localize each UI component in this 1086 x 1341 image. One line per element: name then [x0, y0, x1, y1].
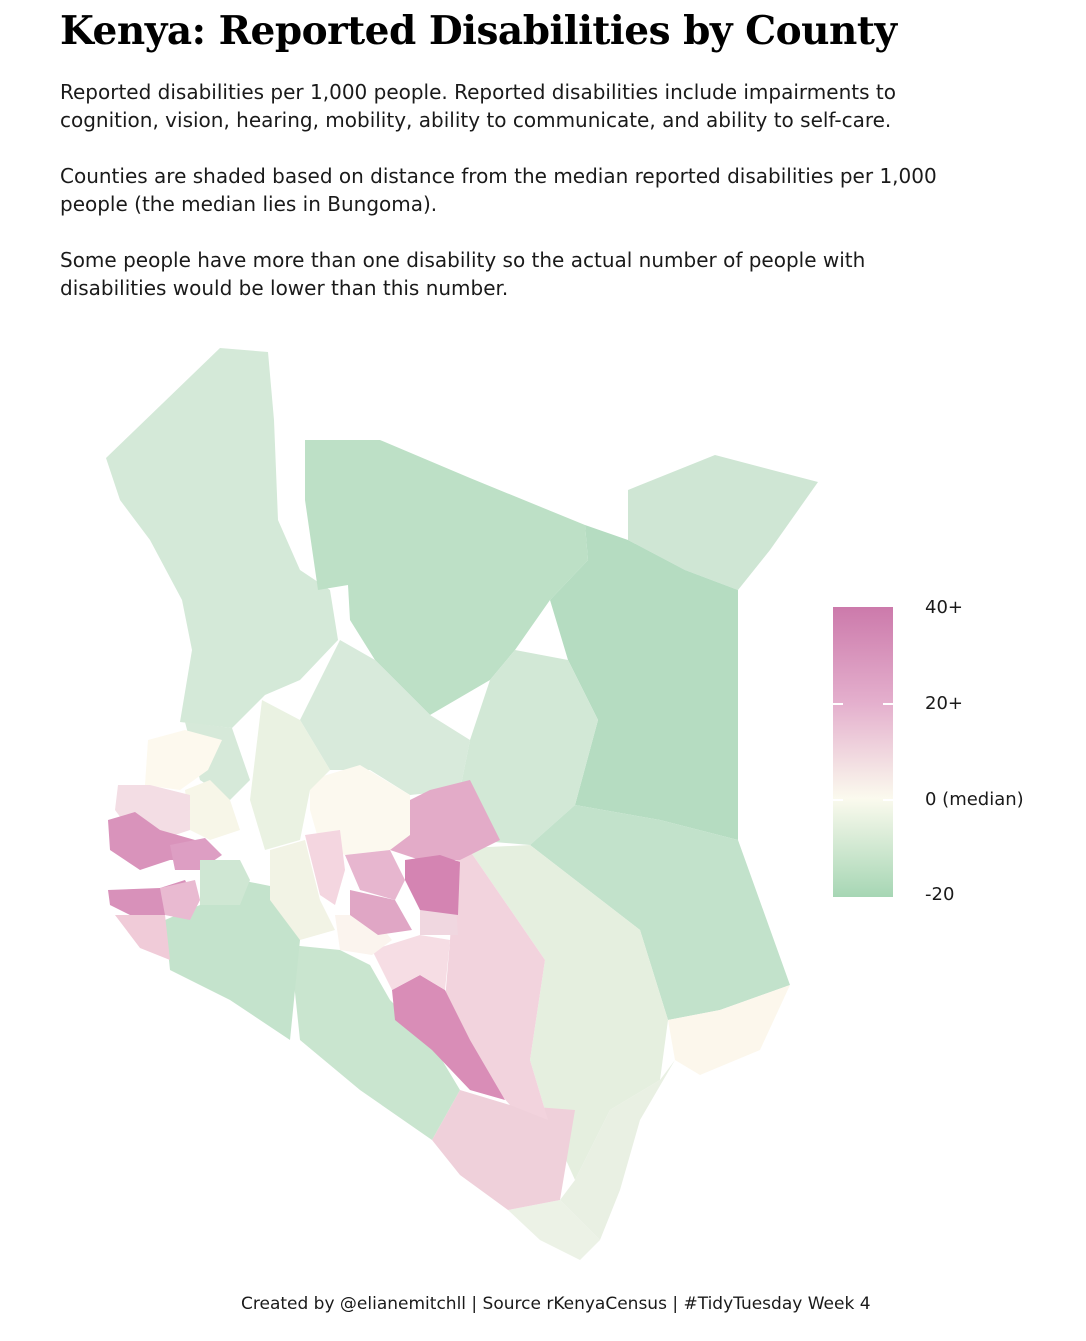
county-marsabit: [305, 440, 588, 715]
map-title: Kenya: Reported Disabilities by County: [60, 8, 897, 54]
county-kajiado: [290, 945, 460, 1140]
color-legend-bar: [833, 607, 893, 897]
description-paragraph-3: Some people have more than one disabilit…: [60, 248, 866, 300]
county-meru: [390, 780, 500, 860]
county-muranga: [350, 890, 412, 935]
county-kwale: [508, 1200, 600, 1260]
county-lamu: [668, 985, 790, 1075]
county-trans-nzoia: [145, 730, 222, 790]
county-taita-taveta: [432, 1090, 575, 1210]
legend-label-median: 0 (median): [925, 789, 1024, 810]
county-nyeri: [345, 850, 405, 900]
legend-tick-left-0: [833, 799, 843, 801]
county-nakuru: [270, 840, 335, 940]
county-nyandarua: [305, 830, 345, 905]
legend-label-minus-20: -20: [925, 884, 955, 905]
county-uasin-gishu: [185, 780, 240, 840]
county-samburu: [300, 640, 470, 795]
county-migori: [115, 915, 170, 960]
county-kilifi: [560, 1060, 675, 1240]
county-wajir: [550, 525, 738, 840]
lake-victoria: [100, 870, 190, 888]
legend-tick-right-20: [883, 703, 893, 705]
county-mandera: [628, 455, 818, 590]
county-tharaka-nithi: [405, 855, 460, 915]
kenya-county-map: [100, 348, 818, 1260]
county-narok: [165, 880, 300, 1040]
legend-label-20: 20+: [925, 693, 963, 714]
county-tana-river: [468, 845, 668, 1180]
county-kericho: [200, 860, 250, 905]
county-makueni: [392, 975, 505, 1100]
legend-label-40: 40+: [925, 597, 963, 618]
legend-tick-left-20: [833, 703, 843, 705]
county-turkana: [106, 348, 338, 728]
source-caption: Created by @elianemitchll | Source rKeny…: [241, 1294, 871, 1314]
description-paragraph-1: Reported disabilities per 1,000 people. …: [60, 80, 896, 132]
county-garissa: [530, 805, 790, 1020]
county-machakos: [372, 935, 450, 990]
description-paragraph-2: Counties are shaded based on distance fr…: [60, 164, 937, 216]
county-isiolo: [460, 650, 598, 845]
county-baringo: [250, 700, 330, 850]
county-kisii: [160, 880, 200, 920]
legend-tick-right-0: [883, 799, 893, 801]
